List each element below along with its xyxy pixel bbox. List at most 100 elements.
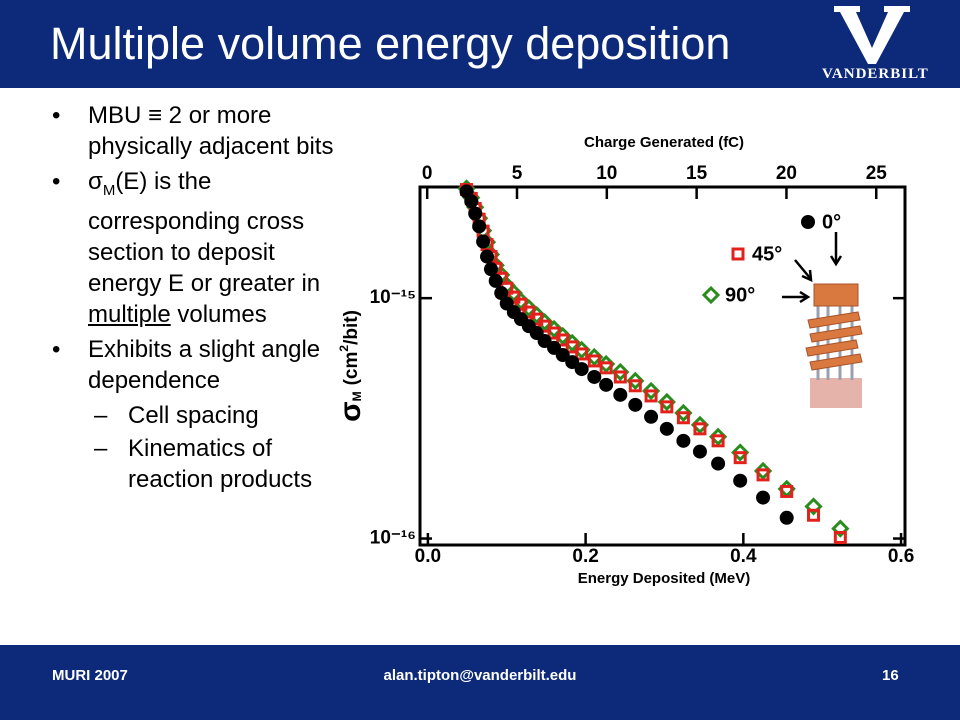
x2-tick-label: 0 xyxy=(422,163,433,184)
point xyxy=(674,403,693,423)
legend-label: 90° xyxy=(725,284,755,306)
bullet-list: MBU ≡ 2 or more physically adjacent bits… xyxy=(52,100,342,497)
bullet-subscript: M xyxy=(102,181,116,199)
bullet-text: (E) is the corresponding cross section t… xyxy=(88,168,321,297)
point xyxy=(613,387,628,402)
point xyxy=(626,371,645,390)
point xyxy=(831,519,850,538)
point xyxy=(733,451,747,465)
legend-item: 0° xyxy=(801,211,841,233)
legend-label: 0° xyxy=(822,211,841,233)
legend-item: 90° xyxy=(701,284,755,306)
x-tick-label: 0.4 xyxy=(730,546,757,567)
sub-bullet-text: Cell spacing xyxy=(128,401,259,429)
point xyxy=(644,389,658,403)
point xyxy=(514,297,528,311)
bullet: σM(E) is the corresponding cross section… xyxy=(52,166,342,330)
slide-title: Multiple volume energy deposition xyxy=(50,18,731,69)
point xyxy=(657,392,676,412)
point xyxy=(611,362,630,382)
bullet-text: volumes xyxy=(177,300,267,328)
y-label-unit: (cm xyxy=(341,352,362,386)
point xyxy=(464,194,479,209)
point xyxy=(711,434,725,448)
logo-text: VANDERBILT xyxy=(822,66,929,82)
footer-bar: MURI 2007 alan.tipton@vanderbilt.edu 16 xyxy=(0,645,960,720)
legend-marker xyxy=(701,285,721,305)
point xyxy=(494,286,509,301)
bullet-text: Exhibits a slight angle dependence xyxy=(88,335,321,394)
point xyxy=(565,340,579,354)
point xyxy=(756,468,770,482)
legend-marker xyxy=(731,247,745,261)
bullet-underlined: multiple xyxy=(88,300,171,328)
point xyxy=(587,354,601,368)
point xyxy=(676,433,691,448)
legend-item: 45° xyxy=(731,243,782,265)
point xyxy=(641,381,661,401)
point xyxy=(556,333,570,347)
sub-bullet: Kinematics of reaction products xyxy=(52,433,342,495)
x-tick-label: 0.2 xyxy=(572,546,598,567)
point xyxy=(613,370,627,384)
bullet: MBU ≡ 2 or more physically adjacent bits xyxy=(52,100,342,162)
point xyxy=(468,206,483,221)
point xyxy=(804,497,823,516)
point xyxy=(692,444,707,459)
legend-label: 45° xyxy=(752,243,782,265)
y-label-sup: 2 xyxy=(337,345,351,352)
point xyxy=(660,400,674,414)
point xyxy=(599,377,614,392)
point xyxy=(731,443,750,462)
x2-tick-label: 15 xyxy=(686,163,708,184)
x2-tick-label: 25 xyxy=(866,163,888,184)
point xyxy=(530,312,544,326)
inset-illustration xyxy=(805,283,863,408)
x-axis-label: Energy Deposited (MeV) xyxy=(578,570,751,587)
sub-bullet: Cell spacing xyxy=(52,400,342,431)
y-label-unit-end: /bit) xyxy=(341,310,362,345)
point xyxy=(676,411,690,425)
point xyxy=(587,369,602,384)
point xyxy=(780,484,794,498)
footer-center: alan.tipton@vanderbilt.edu xyxy=(383,667,577,684)
plot-frame xyxy=(418,185,907,547)
x2-tick-label: 20 xyxy=(776,163,797,184)
bullet: Exhibits a slight angle dependence xyxy=(52,334,342,396)
point xyxy=(522,305,536,319)
footer-left: MURI 2007 xyxy=(52,667,128,684)
point xyxy=(711,456,726,471)
y-label-sub: M xyxy=(350,391,364,401)
point xyxy=(488,273,503,288)
y-axis-label: σM (cm2/bit) xyxy=(334,310,367,422)
bullet-symbol: σ xyxy=(88,168,103,195)
sub-bullet-text: Kinematics of reaction products xyxy=(128,434,313,493)
point xyxy=(483,262,498,277)
footer-right: 16 xyxy=(882,667,899,684)
point xyxy=(480,249,495,264)
point xyxy=(472,219,487,234)
point xyxy=(538,319,552,333)
point xyxy=(599,361,613,375)
x2-tick-label: 5 xyxy=(512,163,523,184)
point xyxy=(628,379,642,393)
point xyxy=(547,326,561,340)
x-tick-label: 0.0 xyxy=(415,546,441,567)
x2-axis-label: Charge Generated (fC) xyxy=(584,134,744,151)
point xyxy=(574,362,589,377)
chart: Charge Generated (fC) Energy Deposited (… xyxy=(334,134,914,587)
y-tick-label: 10⁻¹⁵ xyxy=(370,287,416,308)
point xyxy=(644,409,659,424)
bullet-text: MBU ≡ 2 or more physically adjacent bits xyxy=(88,102,334,160)
x-tick-label: 0.6 xyxy=(888,546,914,567)
point xyxy=(575,347,589,361)
point xyxy=(833,531,847,545)
point xyxy=(779,510,794,525)
header-bar xyxy=(0,0,960,88)
logo-mark xyxy=(834,6,910,64)
point xyxy=(476,234,491,249)
y-tick-label: 10⁻¹⁶ xyxy=(370,528,416,549)
point xyxy=(756,490,771,505)
point xyxy=(659,421,674,436)
